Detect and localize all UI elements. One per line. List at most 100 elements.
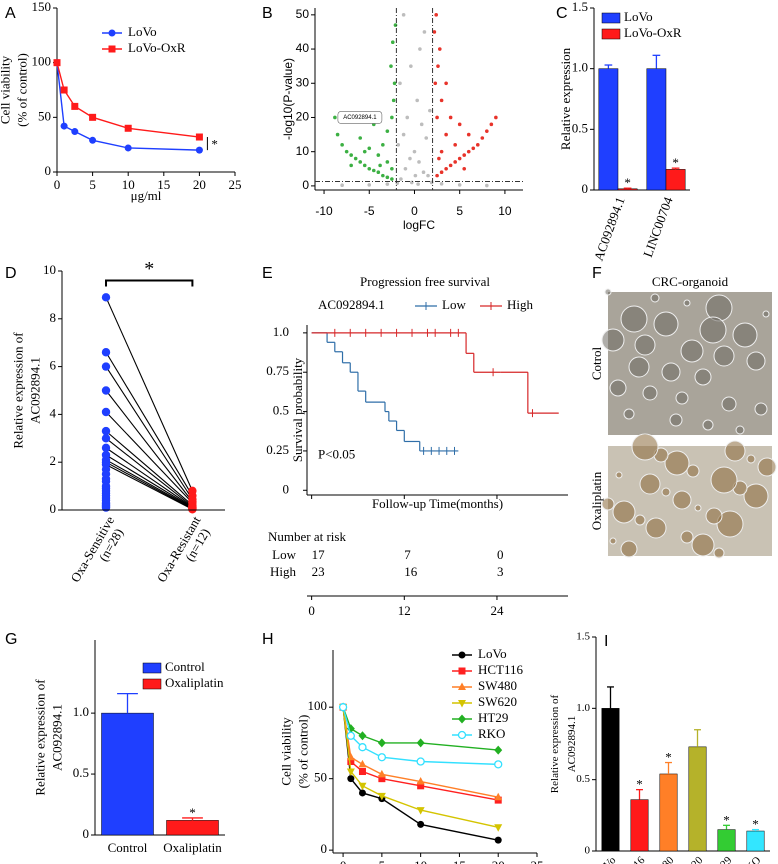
y-tick-label: 50 [38,108,51,123]
point [439,182,444,186]
panel-letter: A [5,5,16,22]
series-line [342,707,499,828]
significance-star: * [665,750,672,765]
organoid [683,299,691,307]
organoid [609,379,627,397]
bar [598,68,619,191]
x-tick-label: -10 [315,204,333,218]
dot [188,505,197,514]
organoid [669,413,683,427]
series-line [342,707,499,798]
bar [688,746,707,852]
x-tick-label: LINC00704 [640,194,676,259]
organoid [699,316,727,344]
point [390,166,394,171]
point [349,163,353,168]
organoid [634,514,646,526]
point [416,182,420,186]
organoid [642,385,658,401]
x-tick-label-group: SW480 [645,854,677,864]
point [381,173,385,178]
legend-swatch [601,12,621,24]
point [378,163,382,168]
marker [124,124,132,132]
organoid [620,540,638,558]
marker [358,768,366,776]
significance-star: * [672,155,679,170]
point [462,153,467,157]
y-axis-label-group: Relative expression [558,47,573,150]
point [385,160,390,164]
marker [494,745,503,755]
point [436,64,440,68]
x-tick-label: 25 [229,177,242,192]
organoid [601,497,615,511]
y-axis-label: (% of control) [295,715,310,789]
x-tick-label: 15 [157,177,170,192]
point [457,156,462,161]
y-tick-label: 0.5 [273,403,289,418]
y-tick-label: 0 [582,181,589,196]
y-axis-label: Relative expression [558,47,573,150]
organoid [732,322,758,348]
point [457,122,462,127]
x-tick-label: LoVo [593,854,619,864]
point [439,149,444,154]
legend-label: SW620 [478,694,517,709]
marker [124,144,132,152]
point [448,115,453,120]
series-line [56,62,200,138]
marker [416,757,425,766]
x-tick-label: HT-29 [706,854,735,864]
point [401,13,406,17]
marker [358,759,367,768]
point [353,156,358,161]
x-tick-label: 5 [456,204,463,218]
point [358,160,363,164]
marker [347,758,355,766]
marker [416,738,425,748]
legend-swatch [142,662,162,674]
y-tick-label: 0 [45,163,52,178]
point [381,143,385,147]
panel-letter: B [262,5,273,22]
highlight-label: AC092894.1 [343,115,377,121]
marker [358,731,367,741]
y-tick-label: 1.5 [572,0,588,14]
marker [458,651,466,659]
y-tick-label: 0.5 [73,765,89,780]
organoid [631,433,659,461]
marker [377,753,387,762]
y-axis-label-group: Relative expression of AC092894.1 [32,679,64,796]
point [438,47,442,51]
legend-label: HT29 [478,710,508,725]
organoid [680,530,694,544]
point [480,136,485,140]
dot [101,293,111,302]
marker [346,768,355,777]
point [403,166,408,171]
dot [101,434,111,443]
marker [494,792,503,801]
y-axis-label: Cell viability [278,717,293,786]
point [393,23,398,27]
y-tick-label: 50 [296,7,310,21]
y-axis-label: Relative expression of [32,679,47,796]
risk-axis-label: 0 [308,603,315,618]
organoid [653,311,679,337]
organoid [686,464,700,478]
organoid [680,339,704,363]
organoid [612,500,636,524]
risk-value: 17 [312,547,326,562]
highlight-box [337,111,383,124]
organoid [757,457,777,477]
y-axis-label-group: Cell viability (% of control) [0,53,29,127]
organoid [746,454,756,464]
organoid [623,408,635,420]
pair-line [105,461,193,510]
pair-line [105,447,193,508]
y-tick-label: 0 [83,826,90,841]
panel-letter: E [262,265,273,282]
organoid [724,440,746,462]
